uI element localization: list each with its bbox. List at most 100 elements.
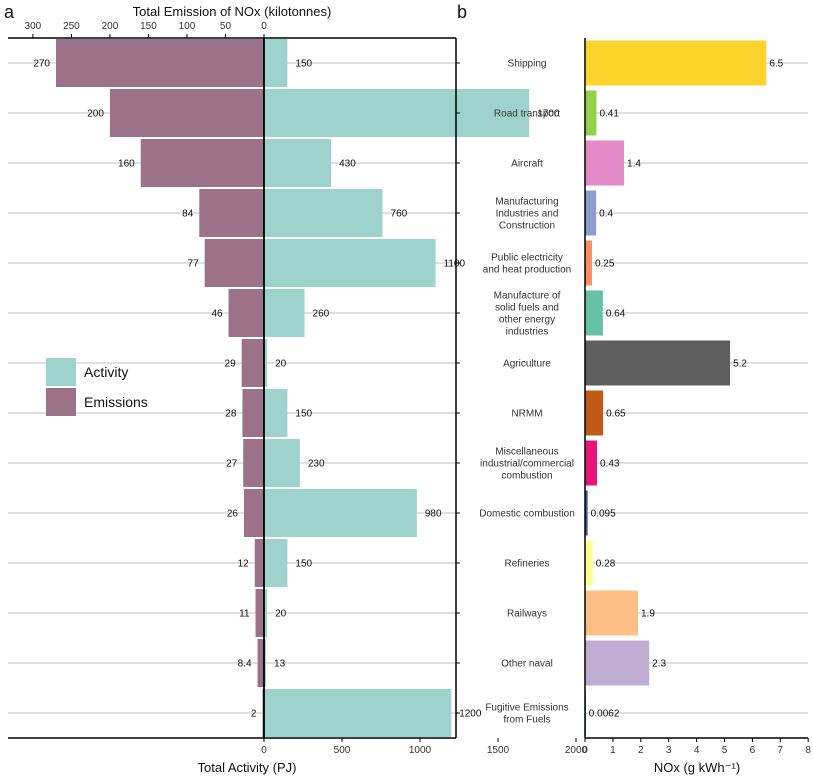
nox-bar <box>585 240 592 286</box>
emission-value-label: 2 <box>251 709 257 720</box>
top-tick-label: 0 <box>261 21 267 32</box>
category-label-line: Railways <box>507 609 547 620</box>
category-label-line: and heat production <box>483 265 571 276</box>
category-label: NRMM <box>511 409 542 420</box>
activity-value-label: 430 <box>339 159 356 170</box>
nox-value-label: 6.5 <box>769 59 783 70</box>
top-tick-label: 50 <box>220 21 232 32</box>
nox-bar <box>585 190 597 236</box>
category-label-line: Manufacturing <box>495 197 558 208</box>
emission-bar <box>243 489 264 537</box>
category-label-line: combustion <box>501 471 552 482</box>
activity-bar <box>264 289 305 337</box>
nox-value-label: 0.64 <box>606 309 626 320</box>
emission-bar <box>257 639 264 687</box>
legend-label-activity: Activity <box>84 364 128 380</box>
activity-bar <box>264 139 332 187</box>
panel-b-value-labels: 6.5 0.41 1.4 0.4 0.25 0.64 5.2 0.65 0.43 0.095 0.2… <box>589 59 784 720</box>
panel-a-value-labels: 270 200 160 84 77 46 29 28 27 26 12 11 8.4 2 150 1700 43… <box>33 59 560 720</box>
emission-bar <box>140 139 264 187</box>
category-label: Other naval <box>501 659 553 670</box>
emission-bar <box>243 439 264 487</box>
activity-value-label: 260 <box>313 309 330 320</box>
panel-a-label: a <box>4 2 15 22</box>
activity-bar <box>264 689 452 737</box>
emission-bar <box>255 589 264 637</box>
emission-value-label: 12 <box>238 559 250 570</box>
emission-value-label: 27 <box>226 459 238 470</box>
bottom-tick-label: 1000 <box>409 745 432 756</box>
activity-value-label: 1700 <box>537 109 560 120</box>
panel-a-ticks: 300 250 200 150 100 50 00 500 1000 1500 2000 <box>25 21 588 756</box>
nox-bar <box>585 290 603 336</box>
category-label-line: industries <box>506 327 549 338</box>
category-label-line: industrial/commercial <box>480 459 574 470</box>
category-label: Railways <box>507 609 547 620</box>
panel-a: a Total Emission of NOx (kilotonnes) Tot… <box>4 2 588 775</box>
top-tick-label: 300 <box>25 21 42 32</box>
category-label-line: Public electricity <box>491 253 563 264</box>
emission-bar <box>109 89 264 137</box>
category-label: Fugitive Emissions from Fuels <box>485 703 568 726</box>
activity-bar <box>264 639 267 687</box>
emission-value-label: 160 <box>118 159 135 170</box>
panel-a-title: Total Emission of NOx (kilotonnes) <box>133 4 332 19</box>
nox-value-label: 0.4 <box>599 209 613 220</box>
x-tick-label: 4 <box>694 745 700 756</box>
nox-value-label: 5.2 <box>733 359 747 370</box>
category-label: Shipping <box>508 59 547 70</box>
panel-b-bars <box>585 40 767 736</box>
activity-value-label: 760 <box>391 209 408 220</box>
activity-bar <box>264 89 530 137</box>
nox-bar <box>585 90 597 136</box>
panel-a-bars <box>56 39 530 737</box>
category-label-line: Miscellaneous <box>495 447 558 458</box>
emission-bar <box>242 389 264 437</box>
activity-value-label: 150 <box>295 409 312 420</box>
x-tick-label: 5 <box>722 745 728 756</box>
nox-bar <box>585 140 625 186</box>
activity-value-label: 20 <box>275 609 287 620</box>
emission-bar <box>199 189 264 237</box>
bottom-tick-label: 0 <box>261 745 267 756</box>
activity-bar <box>264 389 288 437</box>
legend-swatch-emissions <box>46 388 76 416</box>
category-label-line: Other naval <box>501 659 553 670</box>
category-label-line: from Fuels <box>503 715 550 726</box>
emission-bar <box>228 289 264 337</box>
activity-bar <box>264 189 383 237</box>
panel-b-xlabel: NOx (g kWh⁻¹) <box>654 760 740 775</box>
emission-bar <box>254 539 264 587</box>
nox-value-label: 1.4 <box>627 159 641 170</box>
panel-b-ticks: 0 1 2 3 4 5 6 7 8 <box>582 738 811 756</box>
activity-value-label: 1100 <box>444 259 466 270</box>
category-label: Domestic combustion <box>479 509 575 520</box>
activity-value-label: 20 <box>275 359 287 370</box>
category-label: Agriculture <box>503 359 551 370</box>
emission-value-label: 84 <box>182 209 194 220</box>
activity-bar <box>264 589 268 637</box>
x-tick-label: 6 <box>750 745 756 756</box>
panel-b-category-labels: Shipping Road transport Aircraft Manufactur… <box>479 59 575 726</box>
activity-value-label: 1200 <box>459 709 482 720</box>
emission-value-label: 46 <box>211 309 223 320</box>
top-tick-label: 100 <box>179 21 196 32</box>
emission-value-label: 200 <box>87 109 104 120</box>
category-label-line: Road transport <box>494 109 560 120</box>
activity-bar <box>264 339 268 387</box>
activity-value-label: 150 <box>295 559 312 570</box>
category-label: Refineries <box>504 559 549 570</box>
panel-a-frame <box>8 37 457 739</box>
category-label-line: Construction <box>499 221 555 232</box>
category-label: Manufacture of solid fuels and other energ… <box>494 291 561 338</box>
x-tick-label: 8 <box>805 745 811 756</box>
category-label-line: Agriculture <box>503 359 551 370</box>
activity-value-label: 150 <box>295 59 312 70</box>
emission-value-label: 28 <box>225 409 237 420</box>
x-tick-label: 3 <box>666 745 672 756</box>
nox-bar <box>585 590 639 636</box>
panel-b: b NOx (g kWh⁻¹) Shipping Road transport Ai… <box>457 2 811 775</box>
category-label: Public electricity and heat production <box>483 253 571 276</box>
legend-label-emissions: Emissions <box>84 394 148 410</box>
